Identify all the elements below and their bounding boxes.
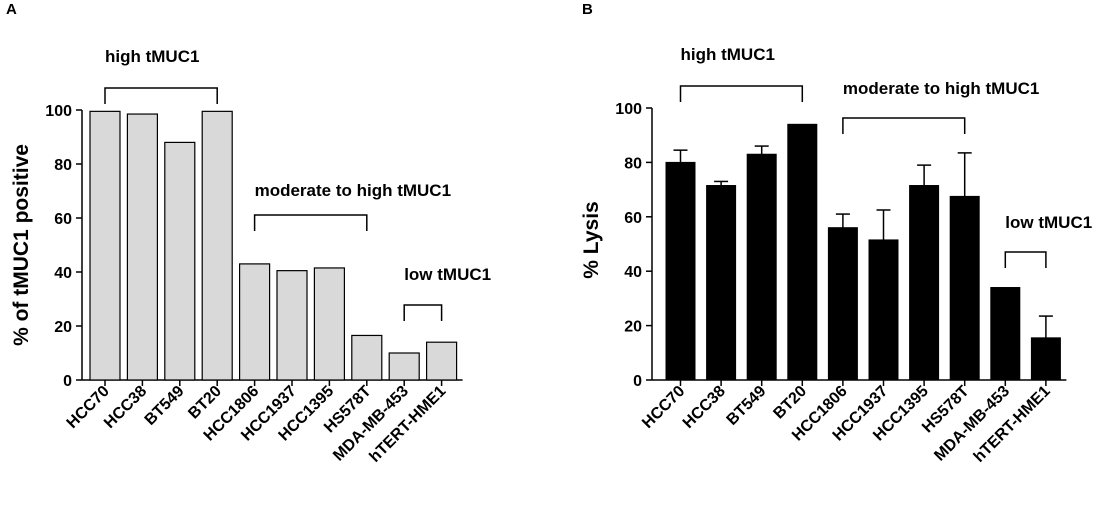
y-axis-label: % of tMUC1 positive [10,144,33,346]
y-tick-label: 40 [54,265,72,282]
annotation-bracket [842,117,966,134]
bar [868,239,899,381]
bar [909,185,940,381]
bar [164,141,196,381]
annotation-bracket [104,87,218,104]
bar [276,270,308,381]
category-label: BT549 [142,383,188,429]
bar [388,352,420,381]
bar [313,267,345,381]
annotation-bracket [253,214,368,231]
bar [706,185,737,381]
bar [1030,337,1061,381]
annotation-label: moderate to high tMUC1 [843,79,1039,98]
category-label: HCC38 [101,383,150,432]
annotation-bracket [679,85,804,102]
annotation-label: low tMUC1 [1005,213,1092,232]
annotation-bracket [1004,251,1047,268]
y-axis-label: % Lysis [580,201,603,278]
bar [239,263,271,381]
bar [126,113,159,381]
bar [665,161,696,381]
panel-letter: A [6,1,17,18]
bar [426,341,458,381]
annotation-bracket [403,304,443,321]
y-tick-label: 60 [54,211,72,228]
panel-a: A% of tMUC1 positive020406080100HCC70HCC… [6,1,491,466]
bar [827,227,858,381]
bar [201,110,233,381]
y-tick-label: 0 [633,373,642,390]
y-tick-label: 80 [54,157,72,174]
category-label: BT549 [724,383,770,429]
bar [89,110,121,381]
category-label: HCC70 [639,383,688,432]
bar [949,195,980,381]
y-tick-label: 0 [63,373,72,390]
bar [990,287,1021,381]
panel-letter: B [582,1,593,18]
bar [746,153,777,381]
annotation-label: high tMUC1 [105,47,199,66]
category-label: HCC38 [680,383,729,432]
bar [787,123,818,381]
annotation-label: high tMUC1 [681,45,775,64]
bar [351,334,383,381]
y-tick-label: 100 [615,101,642,118]
y-tick-label: 60 [624,210,642,227]
y-tick-label: 20 [624,319,642,336]
annotation-label: low tMUC1 [404,265,491,284]
y-tick-label: 20 [54,319,72,336]
y-tick-label: 80 [624,155,642,172]
annotation-label: moderate to high tMUC1 [255,181,451,200]
y-tick-label: 40 [624,264,642,281]
y-tick-label: 100 [45,103,72,120]
